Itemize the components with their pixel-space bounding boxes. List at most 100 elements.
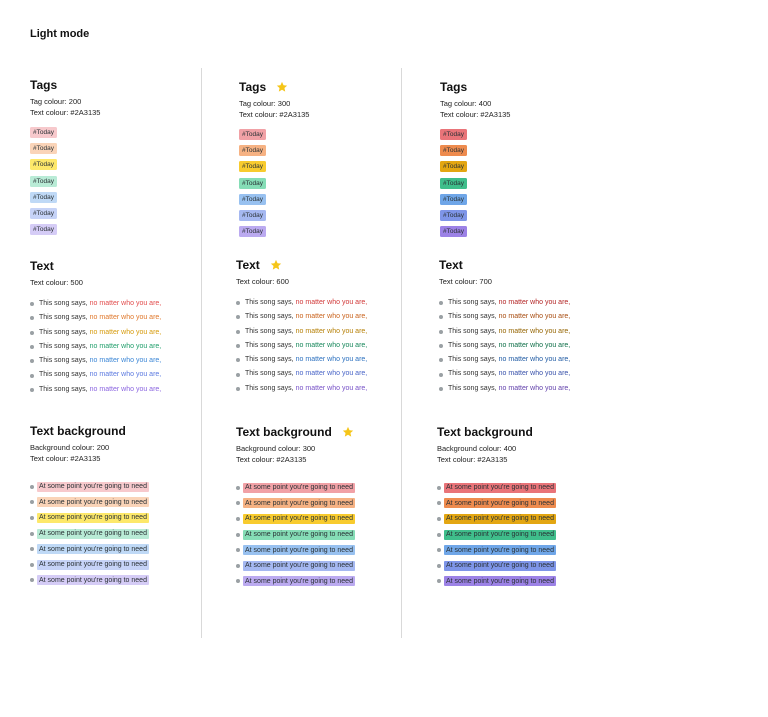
text-sample-line: This song says, no matter who you are,: [236, 339, 367, 353]
background-colour-label: Background colour: 300: [236, 444, 316, 453]
highlighted-text: At some point you're going to need: [37, 528, 149, 539]
text-sample-prefix: This song says,: [448, 313, 497, 321]
highlighted-text: At some point you're going to need: [243, 498, 355, 509]
text-background-line: At some point you're going to need: [236, 558, 355, 574]
bullet-dot: [30, 515, 34, 520]
text-sample-line: This song says, no matter who you are,: [236, 296, 367, 310]
column-divider: [201, 68, 202, 638]
highlighted-text: At some point you're going to need: [37, 512, 149, 523]
tag-chip: #Today: [440, 145, 467, 157]
page-title: Light mode: [30, 28, 90, 40]
highlighted-text: At some point you're going to need: [444, 576, 556, 587]
tag-chip: #Today: [30, 224, 57, 236]
text-sample-line: This song says, no matter who you are,: [30, 354, 161, 368]
text-sample-phrase: no matter who you are,: [295, 370, 368, 378]
text-colour-label: Text colour: #2A3135: [437, 455, 508, 464]
text-heading: Text: [30, 259, 54, 273]
bullet-dot: [236, 372, 240, 377]
tag-chip: #Today: [30, 191, 57, 203]
tag-chip: #Today: [30, 159, 57, 171]
text-background-line: At some point you're going to need: [437, 527, 556, 543]
text-sample-prefix: This song says,: [39, 314, 88, 322]
tag-chip: #Today: [30, 143, 57, 155]
tag-list: #Today #Today #Today #Today #Today #Today #Tod…: [239, 129, 309, 238]
highlighted-text: At some point you're going to need: [37, 544, 149, 555]
text-section: Text Text colour: 500 This song says, no …: [30, 259, 161, 397]
text-colour-label: Text colour: #2A3135: [440, 110, 511, 119]
text-colour-label: Text colour: 600: [236, 277, 289, 286]
text-background-line: At some point you're going to need: [236, 480, 355, 496]
bullet-dot: [236, 579, 240, 584]
tags-heading: Tags: [30, 78, 58, 92]
text-sample-list: This song says, no matter who you are, Thi…: [236, 296, 367, 396]
text-sample-phrase: no matter who you are,: [295, 341, 368, 349]
tag-colour-label: Tag colour: 200: [30, 97, 82, 106]
text-sample-phrase: no matter who you are,: [498, 299, 571, 306]
text-background-line: At some point you're going to need: [30, 495, 149, 511]
tag-chip: #Today: [239, 145, 266, 157]
text-background-section: Text background Background colour: 300 T…: [236, 425, 355, 589]
text-sample-line: This song says, no matter who you are,: [30, 340, 161, 354]
text-sample-line: This song says, no matter who you are,: [30, 297, 161, 311]
highlighted-text: At some point you're going to need: [37, 481, 149, 492]
bullet-dot: [437, 516, 441, 521]
text-sample-prefix: This song says,: [245, 356, 294, 364]
text-background-list: At some point you're going to need At som…: [236, 480, 355, 589]
bullet-dot: [437, 548, 441, 553]
column-200: Tags Tag colour: 200 Text colour: #2A313…: [30, 0, 230, 717]
bullet-dot: [236, 532, 240, 537]
tag-chip: #Today: [30, 127, 57, 138]
tag-chip: #Today: [239, 193, 266, 205]
text-sample-line: This song says, no matter who you are,: [236, 310, 367, 324]
text-sample-prefix: This song says,: [39, 385, 88, 393]
text-sample-phrase: no matter who you are,: [89, 300, 162, 307]
column-300: Tags Tag colour: 300 Text colour: #2A313…: [236, 0, 436, 717]
tag-list: #Today #Today #Today #Today #Today #Today #Tod…: [30, 127, 100, 236]
text-background-line: At some point you're going to need: [30, 573, 149, 589]
bullet-dot: [30, 562, 34, 567]
text-background-heading: Text background: [437, 425, 533, 439]
text-sample-prefix: This song says,: [245, 384, 294, 392]
tag-list: #Today #Today #Today #Today #Today #Today #Tod…: [440, 129, 510, 238]
bullet-dot: [439, 372, 443, 377]
text-sample-prefix: This song says,: [448, 370, 497, 378]
text-sample-prefix: This song says,: [245, 341, 294, 349]
text-sample-phrase: no matter who you are,: [89, 328, 162, 336]
highlighted-text: At some point you're going to need: [37, 497, 149, 508]
bullet-dot: [236, 501, 240, 506]
bullet-dot: [437, 501, 441, 506]
bullet-dot: [439, 329, 443, 334]
bullet-dot: [30, 330, 34, 335]
bullet-dot: [30, 500, 34, 505]
tag-chip: #Today: [440, 193, 467, 205]
star-icon: [342, 426, 354, 438]
text-sample-line: This song says, no matter who you are,: [236, 353, 367, 367]
text-sample-prefix: This song says,: [39, 300, 88, 307]
background-colour-label: Background colour: 200: [30, 443, 110, 452]
text-background-line: At some point you're going to need: [437, 480, 556, 496]
bullet-dot: [30, 578, 34, 583]
highlighted-text: At some point you're going to need: [444, 513, 556, 524]
text-sample-line: This song says, no matter who you are,: [439, 296, 570, 310]
tag-chip: #Today: [440, 177, 467, 189]
text-sample-phrase: no matter who you are,: [498, 341, 571, 349]
text-sample-phrase: no matter who you are,: [89, 371, 162, 379]
text-sample-line: This song says, no matter who you are,: [439, 310, 570, 324]
text-background-line: At some point you're going to need: [236, 496, 355, 512]
text-colour-label: Text colour: #2A3135: [239, 110, 310, 119]
tags-heading: Tags: [440, 80, 468, 94]
text-sample-list: This song says, no matter who you are, Thi…: [30, 297, 161, 397]
text-sample-phrase: no matter who you are,: [295, 299, 368, 306]
text-sample-phrase: no matter who you are,: [498, 356, 571, 364]
text-sample-prefix: This song says,: [39, 357, 88, 365]
tag-chip: #Today: [440, 129, 467, 140]
highlighted-text: At some point you're going to need: [243, 513, 355, 524]
tags-section: Tags Tag colour: 200 Text colour: #2A313…: [30, 78, 100, 240]
tag-chip: #Today: [239, 209, 266, 221]
bullet-dot: [439, 315, 443, 320]
star-icon: [276, 81, 288, 93]
text-background-line: At some point you're going to need: [30, 479, 149, 495]
highlighted-text: At some point you're going to need: [444, 545, 556, 556]
tags-section: Tags Tag colour: 400 Text colour: #2A313…: [440, 80, 510, 242]
bullet-dot: [437, 563, 441, 568]
